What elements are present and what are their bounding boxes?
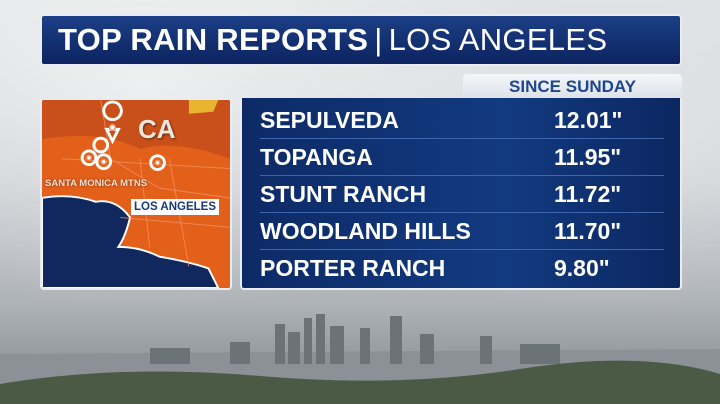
place-name: TOPANGA (260, 143, 373, 170)
rain-amount: 11.95" (554, 143, 622, 170)
table-row: WOODLAND HILLS 11.70" (260, 213, 664, 250)
location-map: CA SANTA MONICA MTNS LOS ANGELES (40, 98, 232, 290)
city-skyline (0, 314, 720, 404)
rain-amount: 11.70" (554, 217, 622, 244)
rain-amount: 9.80" (554, 255, 610, 281)
city-label: LOS ANGELES (131, 199, 219, 215)
table-row: SEPULVEDA 12.01" (260, 102, 664, 139)
table-row: STUNT RANCH 11.72" (260, 176, 664, 213)
place-name: WOODLAND HILLS (260, 217, 471, 244)
region-label: SANTA MONICA MTNS (45, 178, 148, 189)
title-separator: | (374, 22, 383, 57)
map-graphic (42, 100, 230, 288)
place-name: PORTER RANCH (260, 255, 446, 281)
place-name: STUNT RANCH (260, 180, 427, 207)
rain-amount: 11.72" (554, 180, 622, 207)
place-name: SEPULVEDA (260, 106, 399, 133)
rain-amount: 12.01" (554, 106, 623, 133)
table-row: PORTER RANCH 9.80" (260, 250, 664, 287)
state-label: CA (138, 114, 176, 144)
table-row: TOPANGA 11.95" (260, 139, 664, 176)
title-bar: TOP RAIN REPORTS | LOS ANGELES (40, 14, 682, 66)
title-main: TOP RAIN REPORTS (58, 22, 369, 57)
map-pin-icon (80, 100, 166, 171)
rain-reports-table: SEPULVEDA 12.01" TOPANGA 11.95" STUNT RANC… (240, 98, 682, 290)
title-location: LOS ANGELES (388, 22, 608, 57)
period-label: SINCE SUNDAY (463, 74, 682, 99)
